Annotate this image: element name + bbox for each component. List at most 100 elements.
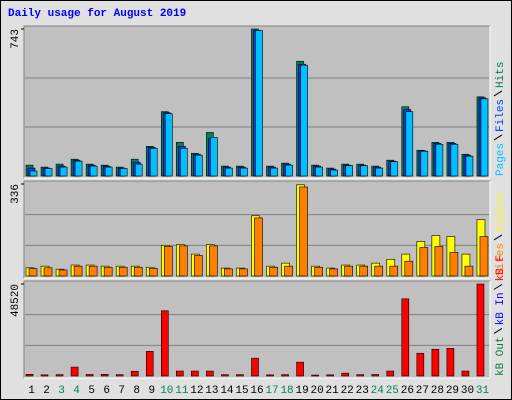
x-tick-label: 15 — [235, 385, 248, 397]
legend-separator — [493, 283, 503, 290]
bar — [360, 165, 369, 177]
bar — [225, 167, 233, 177]
bar — [404, 260, 414, 277]
bar — [434, 246, 444, 277]
bar — [70, 366, 79, 377]
bar — [149, 148, 158, 177]
bar — [255, 30, 263, 177]
legend-label: Visits — [495, 192, 507, 232]
bar — [389, 265, 399, 277]
bar — [239, 268, 248, 277]
bar — [100, 373, 109, 377]
bar — [164, 113, 173, 177]
bar — [465, 155, 474, 177]
legend-label: kB In — [495, 292, 507, 325]
bar — [240, 167, 248, 177]
bar — [330, 169, 338, 177]
bar — [299, 186, 308, 277]
bar — [269, 266, 278, 277]
x-tick-label: 20 — [311, 385, 324, 397]
bar — [435, 144, 444, 177]
bar — [85, 374, 94, 377]
bar — [390, 161, 399, 177]
bar — [461, 370, 470, 377]
bar — [476, 283, 485, 377]
bar — [209, 245, 218, 277]
bar — [446, 348, 455, 377]
bar — [326, 374, 334, 377]
bar — [251, 357, 259, 377]
bar — [194, 255, 203, 277]
bar — [270, 167, 278, 177]
x-tick-label: 4 — [73, 385, 80, 397]
bar — [315, 166, 323, 177]
bar — [28, 268, 38, 277]
bar — [59, 166, 68, 177]
bar — [464, 265, 474, 277]
bar — [449, 252, 459, 277]
bar — [163, 246, 173, 277]
bar — [329, 268, 338, 277]
bar — [284, 265, 293, 277]
bar — [224, 268, 233, 277]
x-tick-label: 8 — [133, 385, 140, 397]
bar — [266, 374, 274, 377]
legend-label: Pages — [495, 143, 507, 176]
x-tick-label: 12 — [190, 385, 203, 397]
legend-label: kB Out — [495, 336, 507, 376]
x-tick-label: 3 — [58, 385, 65, 397]
x-tick-label: 19 — [295, 385, 308, 397]
bar — [221, 374, 229, 377]
legend-separator — [493, 134, 503, 141]
bar — [145, 351, 154, 377]
bar — [431, 348, 440, 377]
x-tick-label: 25 — [386, 385, 399, 397]
bar — [420, 150, 429, 177]
bar — [134, 163, 143, 177]
bar — [195, 154, 203, 177]
legend-label: kB F — [495, 255, 507, 281]
x-tick-label: 30 — [461, 385, 474, 397]
bar — [103, 266, 113, 277]
bar — [118, 266, 128, 277]
bar — [419, 247, 429, 277]
x-tick-label: 28 — [431, 385, 444, 397]
x-tick-label: 2 — [43, 385, 50, 397]
bar — [58, 269, 68, 277]
bar — [479, 236, 489, 277]
x-tick-label: 26 — [401, 385, 414, 397]
x-tick-label: 31 — [476, 385, 490, 397]
bar — [281, 374, 289, 377]
bar — [416, 352, 425, 377]
chart-title: Daily usage for August 2019 — [8, 8, 186, 20]
bar — [89, 165, 98, 177]
bar — [115, 374, 124, 377]
bar — [296, 361, 304, 377]
x-tick-label: 21 — [326, 385, 340, 397]
bar — [104, 166, 113, 177]
bar — [44, 168, 53, 177]
legend-separator — [493, 90, 503, 97]
bar — [236, 374, 244, 377]
bar — [74, 160, 83, 177]
bar — [344, 265, 353, 277]
y-tick-label: 48520 — [10, 284, 22, 317]
legend-label: Sites — [495, 243, 507, 276]
bar — [359, 265, 369, 277]
legend-separator — [493, 234, 503, 241]
x-tick-label: 24 — [371, 385, 385, 397]
x-tick-label: 16 — [250, 385, 263, 397]
x-tick-label: 11 — [175, 385, 189, 397]
bar — [133, 266, 143, 277]
legend-label: Files — [495, 99, 507, 132]
legend-separator — [493, 327, 503, 334]
bar — [311, 374, 319, 377]
x-tick-label: 22 — [341, 385, 354, 397]
bar — [300, 64, 308, 177]
bar — [43, 267, 53, 277]
bar — [375, 167, 384, 177]
bar — [480, 98, 489, 177]
bar — [345, 165, 353, 177]
bar — [25, 373, 34, 377]
